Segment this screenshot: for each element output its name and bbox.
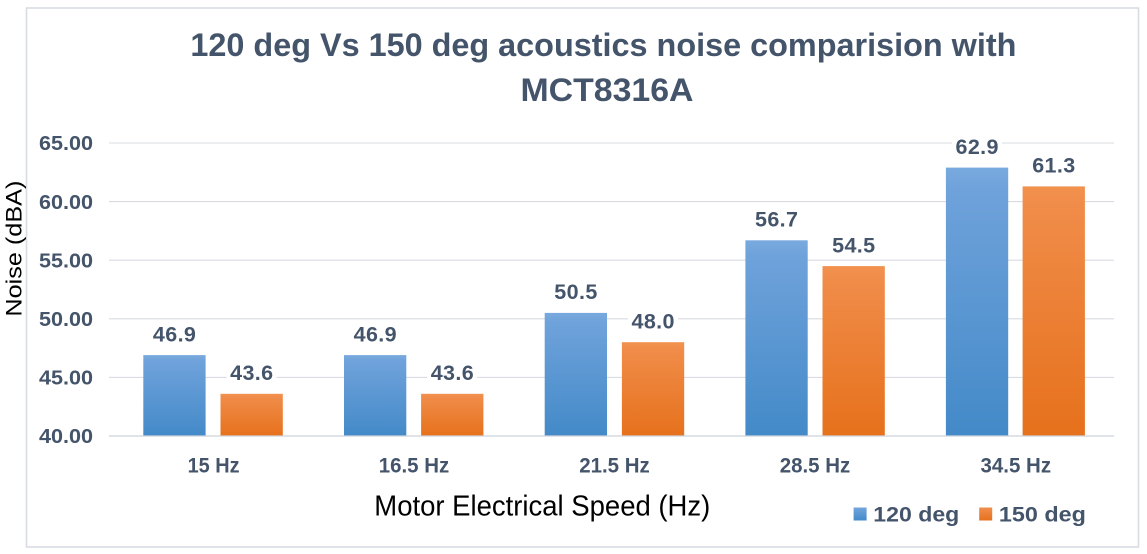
svg-text:56.7: 56.7 xyxy=(755,208,798,232)
svg-text:45.00: 45.00 xyxy=(39,368,93,390)
svg-text:150 deg: 150 deg xyxy=(999,502,1086,526)
svg-text:43.6: 43.6 xyxy=(230,361,273,385)
svg-text:54.5: 54.5 xyxy=(832,233,875,257)
svg-text:MCT8316A: MCT8316A xyxy=(521,71,694,108)
svg-text:34.5 Hz: 34.5 Hz xyxy=(981,454,1052,477)
svg-text:50.5: 50.5 xyxy=(554,280,597,304)
svg-text:61.3: 61.3 xyxy=(1032,154,1075,178)
svg-text:46.9: 46.9 xyxy=(153,322,196,346)
svg-text:48.0: 48.0 xyxy=(632,310,675,334)
svg-text:43.6: 43.6 xyxy=(431,361,474,385)
svg-text:62.9: 62.9 xyxy=(956,135,999,159)
svg-text:28.5 Hz: 28.5 Hz xyxy=(780,454,851,477)
svg-text:50.00: 50.00 xyxy=(39,309,93,331)
svg-text:21.5 Hz: 21.5 Hz xyxy=(579,454,650,477)
svg-text:15 Hz: 15 Hz xyxy=(188,454,240,477)
svg-text:46.9: 46.9 xyxy=(354,322,397,346)
svg-text:60.00: 60.00 xyxy=(39,192,93,214)
svg-text:120 deg Vs 150 deg acoustics n: 120 deg Vs 150 deg acoustics noise compa… xyxy=(190,26,1016,63)
svg-text:16.5 Hz: 16.5 Hz xyxy=(379,454,450,477)
svg-text:Motor Electrical Speed (Hz): Motor Electrical Speed (Hz) xyxy=(374,491,710,523)
svg-text:40.00: 40.00 xyxy=(39,426,93,448)
svg-text:Noise (dBA): Noise (dBA) xyxy=(2,181,27,317)
svg-text:65.00: 65.00 xyxy=(39,133,93,155)
svg-text:120 deg: 120 deg xyxy=(873,502,959,526)
svg-text:55.00: 55.00 xyxy=(39,250,93,272)
